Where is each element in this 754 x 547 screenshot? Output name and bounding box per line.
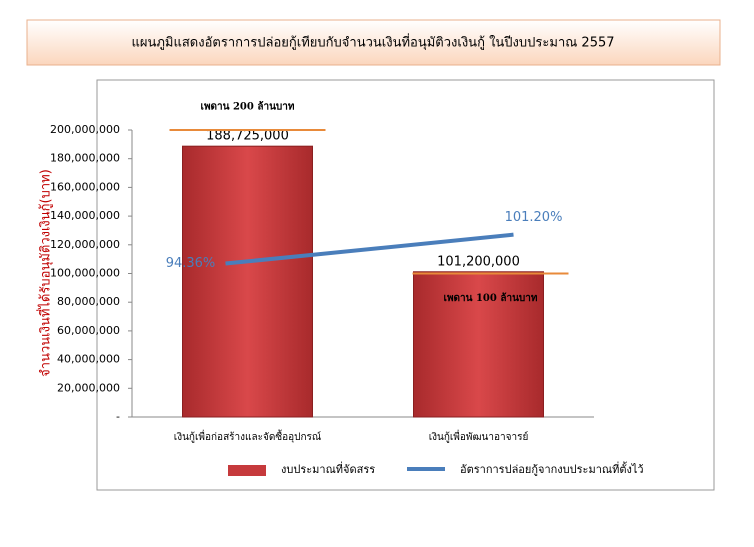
legend-swatch [228, 465, 266, 476]
title-box [26, 19, 721, 66]
value-label: 94.36% [166, 256, 216, 271]
line [225, 232, 514, 266]
value-label: 188,725,000 [206, 129, 289, 144]
bar [413, 271, 544, 418]
legend-label: อัตราการปล่อยกู้จากงบประมาณที่ตั้งไว้ [460, 461, 644, 476]
y-tick-label: 180,000,000 [50, 152, 120, 165]
x-tick-label: เงินกู้เพื่อพัฒนาอาจารย์ [429, 429, 529, 443]
y-tick-label: 40,000,000 [57, 353, 120, 366]
chart-title: แผนภูมิแสดงอัตราการปล่อยกู้เทียบกับจำนวน… [131, 34, 614, 51]
value-label: 101.20% [505, 210, 563, 225]
value-label: 101,200,000 [437, 254, 520, 269]
annotation: เพดาน 100 ล้านบาท [444, 292, 538, 304]
y-tick-label: 60,000,000 [57, 324, 120, 337]
y-tick-label: 120,000,000 [50, 238, 120, 251]
y-tick-label: 80,000,000 [57, 295, 120, 308]
x-tick-label: เงินกู้เพื่อก่อสร้างและจัดซื้ออุปกรณ์ [174, 429, 321, 443]
legend-label: งบประมาณที่จัดสรร [281, 461, 375, 476]
y-tick-label: - [116, 410, 120, 423]
bar [182, 145, 313, 418]
y-tick-label: 100,000,000 [50, 267, 120, 280]
y-tick-label: 20,000,000 [57, 381, 120, 394]
y-tick-label: 200,000,000 [50, 123, 120, 136]
y-tick-label: 140,000,000 [50, 209, 120, 222]
annotation: เพดาน 200 ล้านบาท [201, 101, 295, 113]
y-axis-label: จำนวนเงินที่ได้รับอนุมัติวงเงินกู้(บาท) [37, 169, 54, 377]
y-tick-label: 160,000,000 [50, 180, 120, 193]
